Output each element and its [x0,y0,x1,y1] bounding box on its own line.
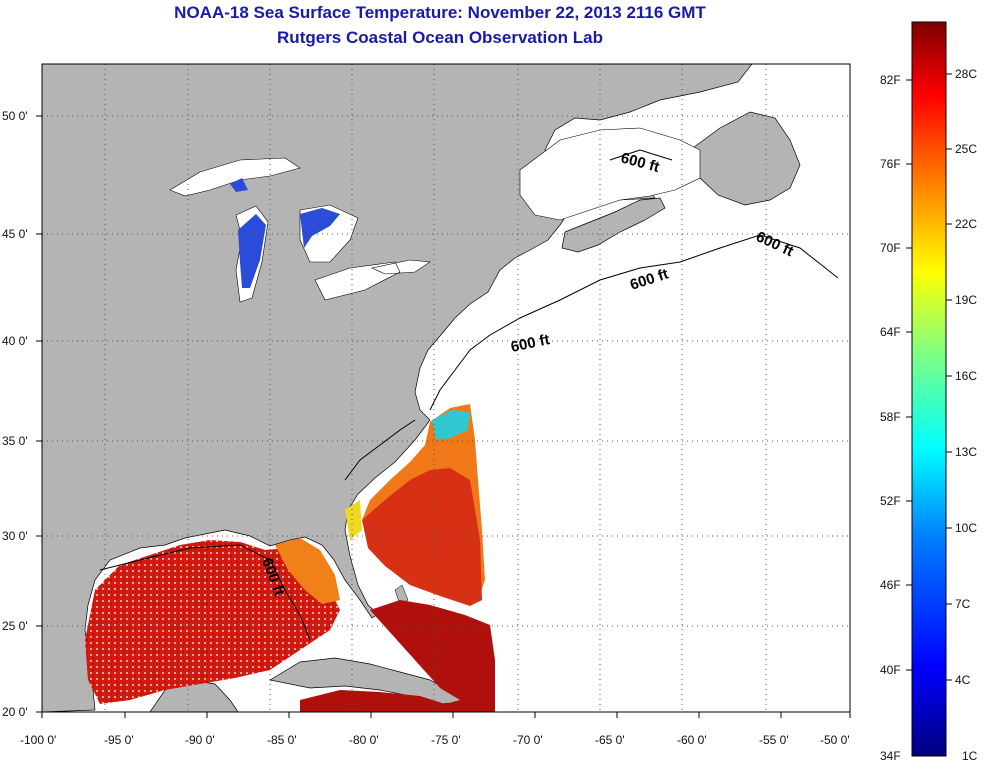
colorbar-c-label: 28C [955,67,977,81]
graticule [42,64,850,712]
axis-ticks [36,115,851,718]
colorbar-c-label: 7C [955,597,971,611]
sst-hatteras-yellow [345,500,362,540]
contour-600ft [609,149,673,161]
lon-label: -55 0' [759,733,789,747]
colorbar-f-label: 34F [880,749,901,763]
colorbar-f-label: 82F [880,73,901,87]
colorbar-c-label: 22C [955,217,977,231]
land-newfoundland [689,111,801,206]
lat-label: 50 0' [2,109,28,123]
lat-axis: 20 0' 25 0' 30 0' 35 0' 40 0' 45 0' 50 0… [2,109,28,719]
lat-label: 45 0' [2,227,28,241]
gulf-st-lawrence [519,127,701,221]
colorbar-c-label: 1C [962,749,978,763]
colorbar-f-label: 70F [880,241,901,255]
colorbar-celsius-labels: 28C 25C 22C 19C 16C 13C 10C 7C 4C 1C [955,67,978,763]
contour-600ft [99,544,311,641]
sst-florida-shelf [275,538,340,604]
lon-label: -95 0' [104,733,134,747]
colorbar-c-label: 4C [955,673,971,687]
colorbar-f-label: 46F [880,578,901,592]
colorbar-f-label: 52F [880,494,901,508]
colorbar-c-label: 25C [955,142,977,156]
lon-axis: -100 0' -95 0' -90 0' -85 0' -80 0' -75 … [20,733,850,747]
colorbar [911,21,947,757]
map-title: NOAA-18 Sea Surface Temperature: Novembe… [174,3,706,22]
land-nova-scotia [561,197,666,253]
lat-label: 25 0' [2,619,28,633]
colorbar-f-label: 64F [880,325,901,339]
lon-label: -75 0' [431,733,461,747]
sst-gulfstream [362,468,482,606]
lon-label: -65 0' [595,733,625,747]
contour-600ft [429,234,839,411]
lon-label: -90 0' [185,733,215,747]
lon-label: -50 0' [820,733,850,747]
lat-label: 20 0' [2,705,28,719]
sst-gulf-of-mexico [85,540,340,704]
colorbar-f-label: 58F [880,410,901,424]
contour-600ft [344,419,416,481]
colorbar-c-label: 13C [955,445,977,459]
map-frame [41,63,851,713]
lon-label: -85 0' [267,733,297,747]
lake-sst [230,178,340,288]
map-subtitle: Rutgers Coastal Ocean Observation Lab [277,28,603,47]
lon-label: -100 0' [20,733,56,747]
lon-label: -70 0' [513,733,543,747]
sst-hatteras-cool [432,410,470,440]
great-lakes [169,157,431,303]
lon-label: -80 0' [349,733,379,747]
sst-caribbean [300,600,495,712]
lon-label: -60 0' [677,733,707,747]
colorbar-c-label: 16C [955,369,977,383]
colorbar-c-label: 19C [955,293,977,307]
colorbar-ticks [906,73,952,681]
colorbar-c-label: 10C [955,521,977,535]
lat-label: 40 0' [2,334,28,348]
colorbar-f-label: 40F [880,663,901,677]
colorbar-f-label: 76F [880,157,901,171]
colorbar-fahrenheit-labels: 82F 76F 70F 64F 58F 52F 46F 40F 34F [880,73,901,763]
lat-label: 30 0' [2,529,28,543]
lat-label: 35 0' [2,434,28,448]
